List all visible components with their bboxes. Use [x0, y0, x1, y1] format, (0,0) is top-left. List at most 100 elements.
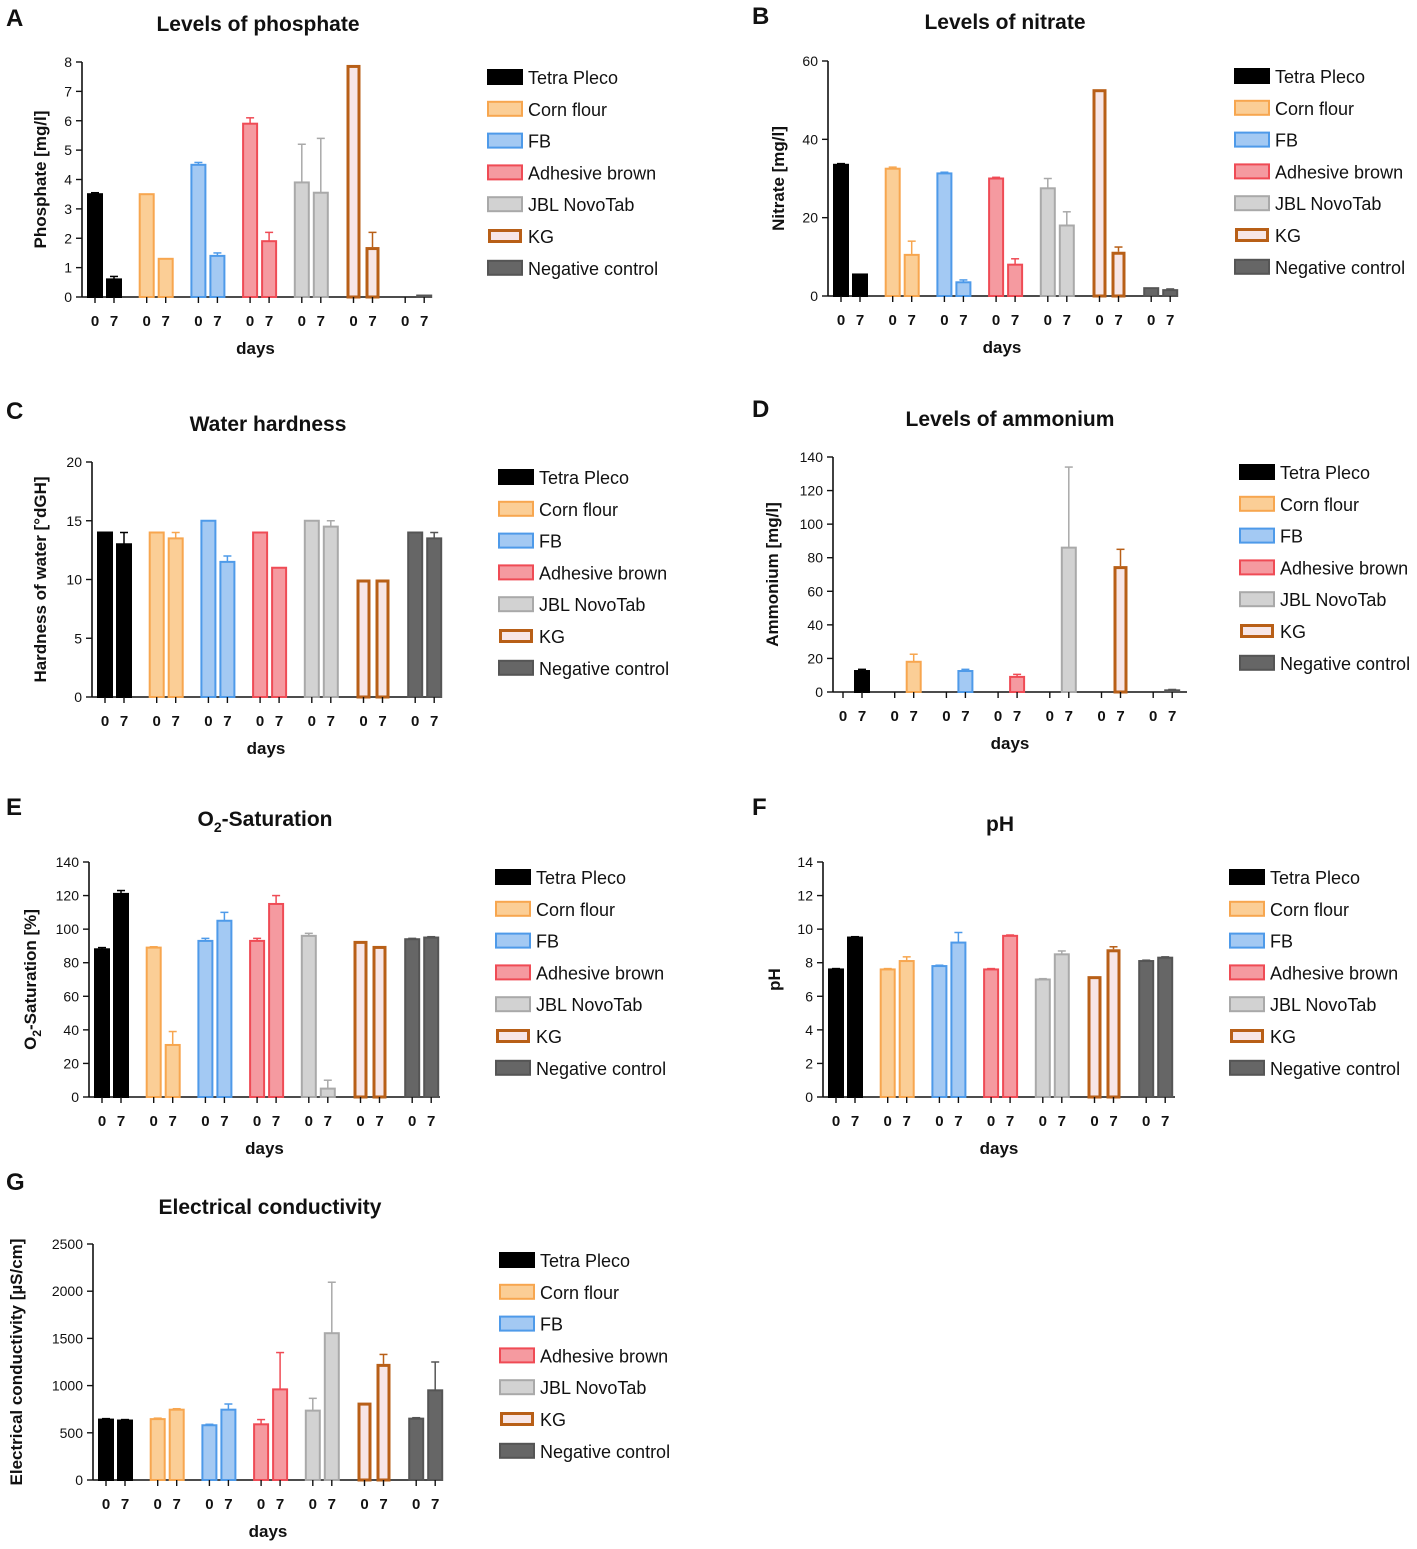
series-jbl-novotab: [303, 519, 339, 698]
x-tick-label: 0: [994, 708, 1002, 725]
legend-swatch: [1230, 1029, 1264, 1043]
legend-label: FB: [528, 132, 551, 152]
series-fb: [957, 668, 974, 694]
legend-label: FB: [536, 932, 559, 952]
x-tick-label: 0: [256, 713, 264, 730]
bar: [1138, 960, 1155, 1098]
legend-item: Corn flour: [495, 900, 615, 920]
legend-item: Adhesive brown: [495, 963, 664, 983]
bar: [168, 1408, 185, 1481]
legend-item: JBL NovoTab: [1239, 590, 1386, 610]
x-tick-label: 7: [272, 1113, 280, 1130]
bar: [322, 525, 339, 698]
bar: [1111, 251, 1126, 298]
x-tick-label: 0: [204, 713, 212, 730]
bar: [356, 579, 371, 699]
legend-item: Negative control: [1229, 1059, 1400, 1079]
legend-swatch: [1234, 258, 1270, 275]
legend-label: JBL NovoTab: [539, 595, 645, 615]
series-negative-control: [1138, 956, 1174, 1099]
y-tick-label: 4: [805, 1022, 813, 1038]
series-corn-flour: [905, 653, 922, 693]
legend-label: Negative control: [528, 259, 658, 279]
y-tick-label: 15: [66, 513, 82, 529]
bar: [1058, 224, 1075, 297]
legend-label: Adhesive brown: [1270, 963, 1398, 983]
bar: [346, 64, 361, 299]
y-tick-label: 20: [802, 210, 818, 226]
bar: [1164, 689, 1181, 693]
series-adhesive-brown: [249, 894, 285, 1099]
legend-item: Negative control: [1239, 654, 1410, 674]
bar: [408, 1417, 425, 1482]
y-tick-label: 0: [810, 288, 818, 304]
series-corn-flour: [149, 1407, 185, 1482]
legend-swatch: [1229, 932, 1265, 949]
legend-swatch: [499, 1347, 535, 1364]
bar: [847, 936, 863, 1098]
series-tetra-pleco: [97, 531, 132, 698]
legend-label: JBL NovoTab: [528, 195, 634, 215]
legend-swatch: [495, 932, 531, 949]
x-tick-label: 7: [220, 1113, 228, 1130]
bar: [190, 163, 207, 298]
legend-label: Corn flour: [1270, 900, 1349, 920]
bar: [1009, 675, 1026, 694]
legend-item: Negative control: [495, 1059, 666, 1079]
legend-swatch: [1229, 996, 1265, 1013]
chart-title: Levels of nitrate: [924, 11, 1085, 34]
legend-label: KG: [528, 227, 554, 247]
panel-letter: C: [6, 398, 23, 425]
x-tick-label: 0: [305, 1113, 313, 1130]
bar: [1002, 934, 1019, 1098]
bar: [955, 281, 972, 297]
y-tick-label: 0: [74, 689, 82, 705]
legend-item: Tetra Pleco: [498, 468, 629, 488]
legend-label: FB: [1275, 131, 1298, 151]
legend: Tetra Pleco Corn flour FB Adhesive brown JBL…: [1234, 67, 1405, 278]
legend-item: Tetra Pleco: [495, 868, 626, 888]
legend-swatch: [500, 1412, 534, 1426]
x-tick-label: 7: [117, 1113, 125, 1130]
legend-label: JBL NovoTab: [536, 995, 642, 1015]
bar: [113, 892, 129, 1099]
bar: [201, 1424, 218, 1482]
legend-label: Negative control: [540, 1442, 670, 1462]
legend-item: JBL NovoTab: [499, 1378, 646, 1398]
y-axis-label: pH: [765, 968, 784, 991]
legend-item: KG: [488, 227, 554, 247]
x-tick-label: 7: [856, 312, 864, 329]
legend-label: FB: [1270, 932, 1293, 952]
x-tick-label: 7: [276, 1496, 284, 1513]
y-tick-label: 20: [63, 1055, 79, 1071]
bar: [957, 670, 974, 694]
y-tick-label: 0: [805, 1089, 813, 1105]
x-tick-label: 0: [1147, 312, 1155, 329]
legend-swatch: [1239, 527, 1275, 544]
y-tick-label: 120: [56, 888, 80, 904]
y-tick-label: 100: [800, 516, 824, 532]
legend-label: Tetra Pleco: [540, 1251, 630, 1271]
x-tick-label: 0: [1142, 1113, 1150, 1130]
x-tick-label: 0: [101, 713, 109, 730]
x-tick-label: 0: [143, 313, 151, 330]
chart-panel-d: D Levels of ammonium Ammonium [mg/l] 0 20 40 6…: [752, 396, 1410, 753]
y-tick-label: 140: [800, 449, 824, 465]
x-tick-label: 0: [150, 1113, 158, 1130]
legend-label: Tetra Pleco: [1270, 868, 1360, 888]
bar: [312, 191, 329, 298]
y-tick-label: 12: [797, 888, 813, 904]
bar: [426, 537, 443, 698]
series-adhesive-brown: [242, 117, 278, 298]
legend-item: FB: [495, 932, 559, 952]
legend-label: Corn flour: [540, 1283, 619, 1303]
x-tick-label: 7: [379, 1496, 387, 1513]
series-adhesive-brown: [983, 934, 1019, 1099]
legend-label: Adhesive brown: [1275, 162, 1403, 182]
legend: Tetra Pleco Corn flour FB Adhesive brown JBL…: [498, 468, 669, 679]
x-tick-label: 7: [275, 713, 283, 730]
bar: [1053, 953, 1070, 1098]
legend-label: Negative control: [1275, 258, 1405, 278]
panel-letter: F: [752, 794, 767, 821]
